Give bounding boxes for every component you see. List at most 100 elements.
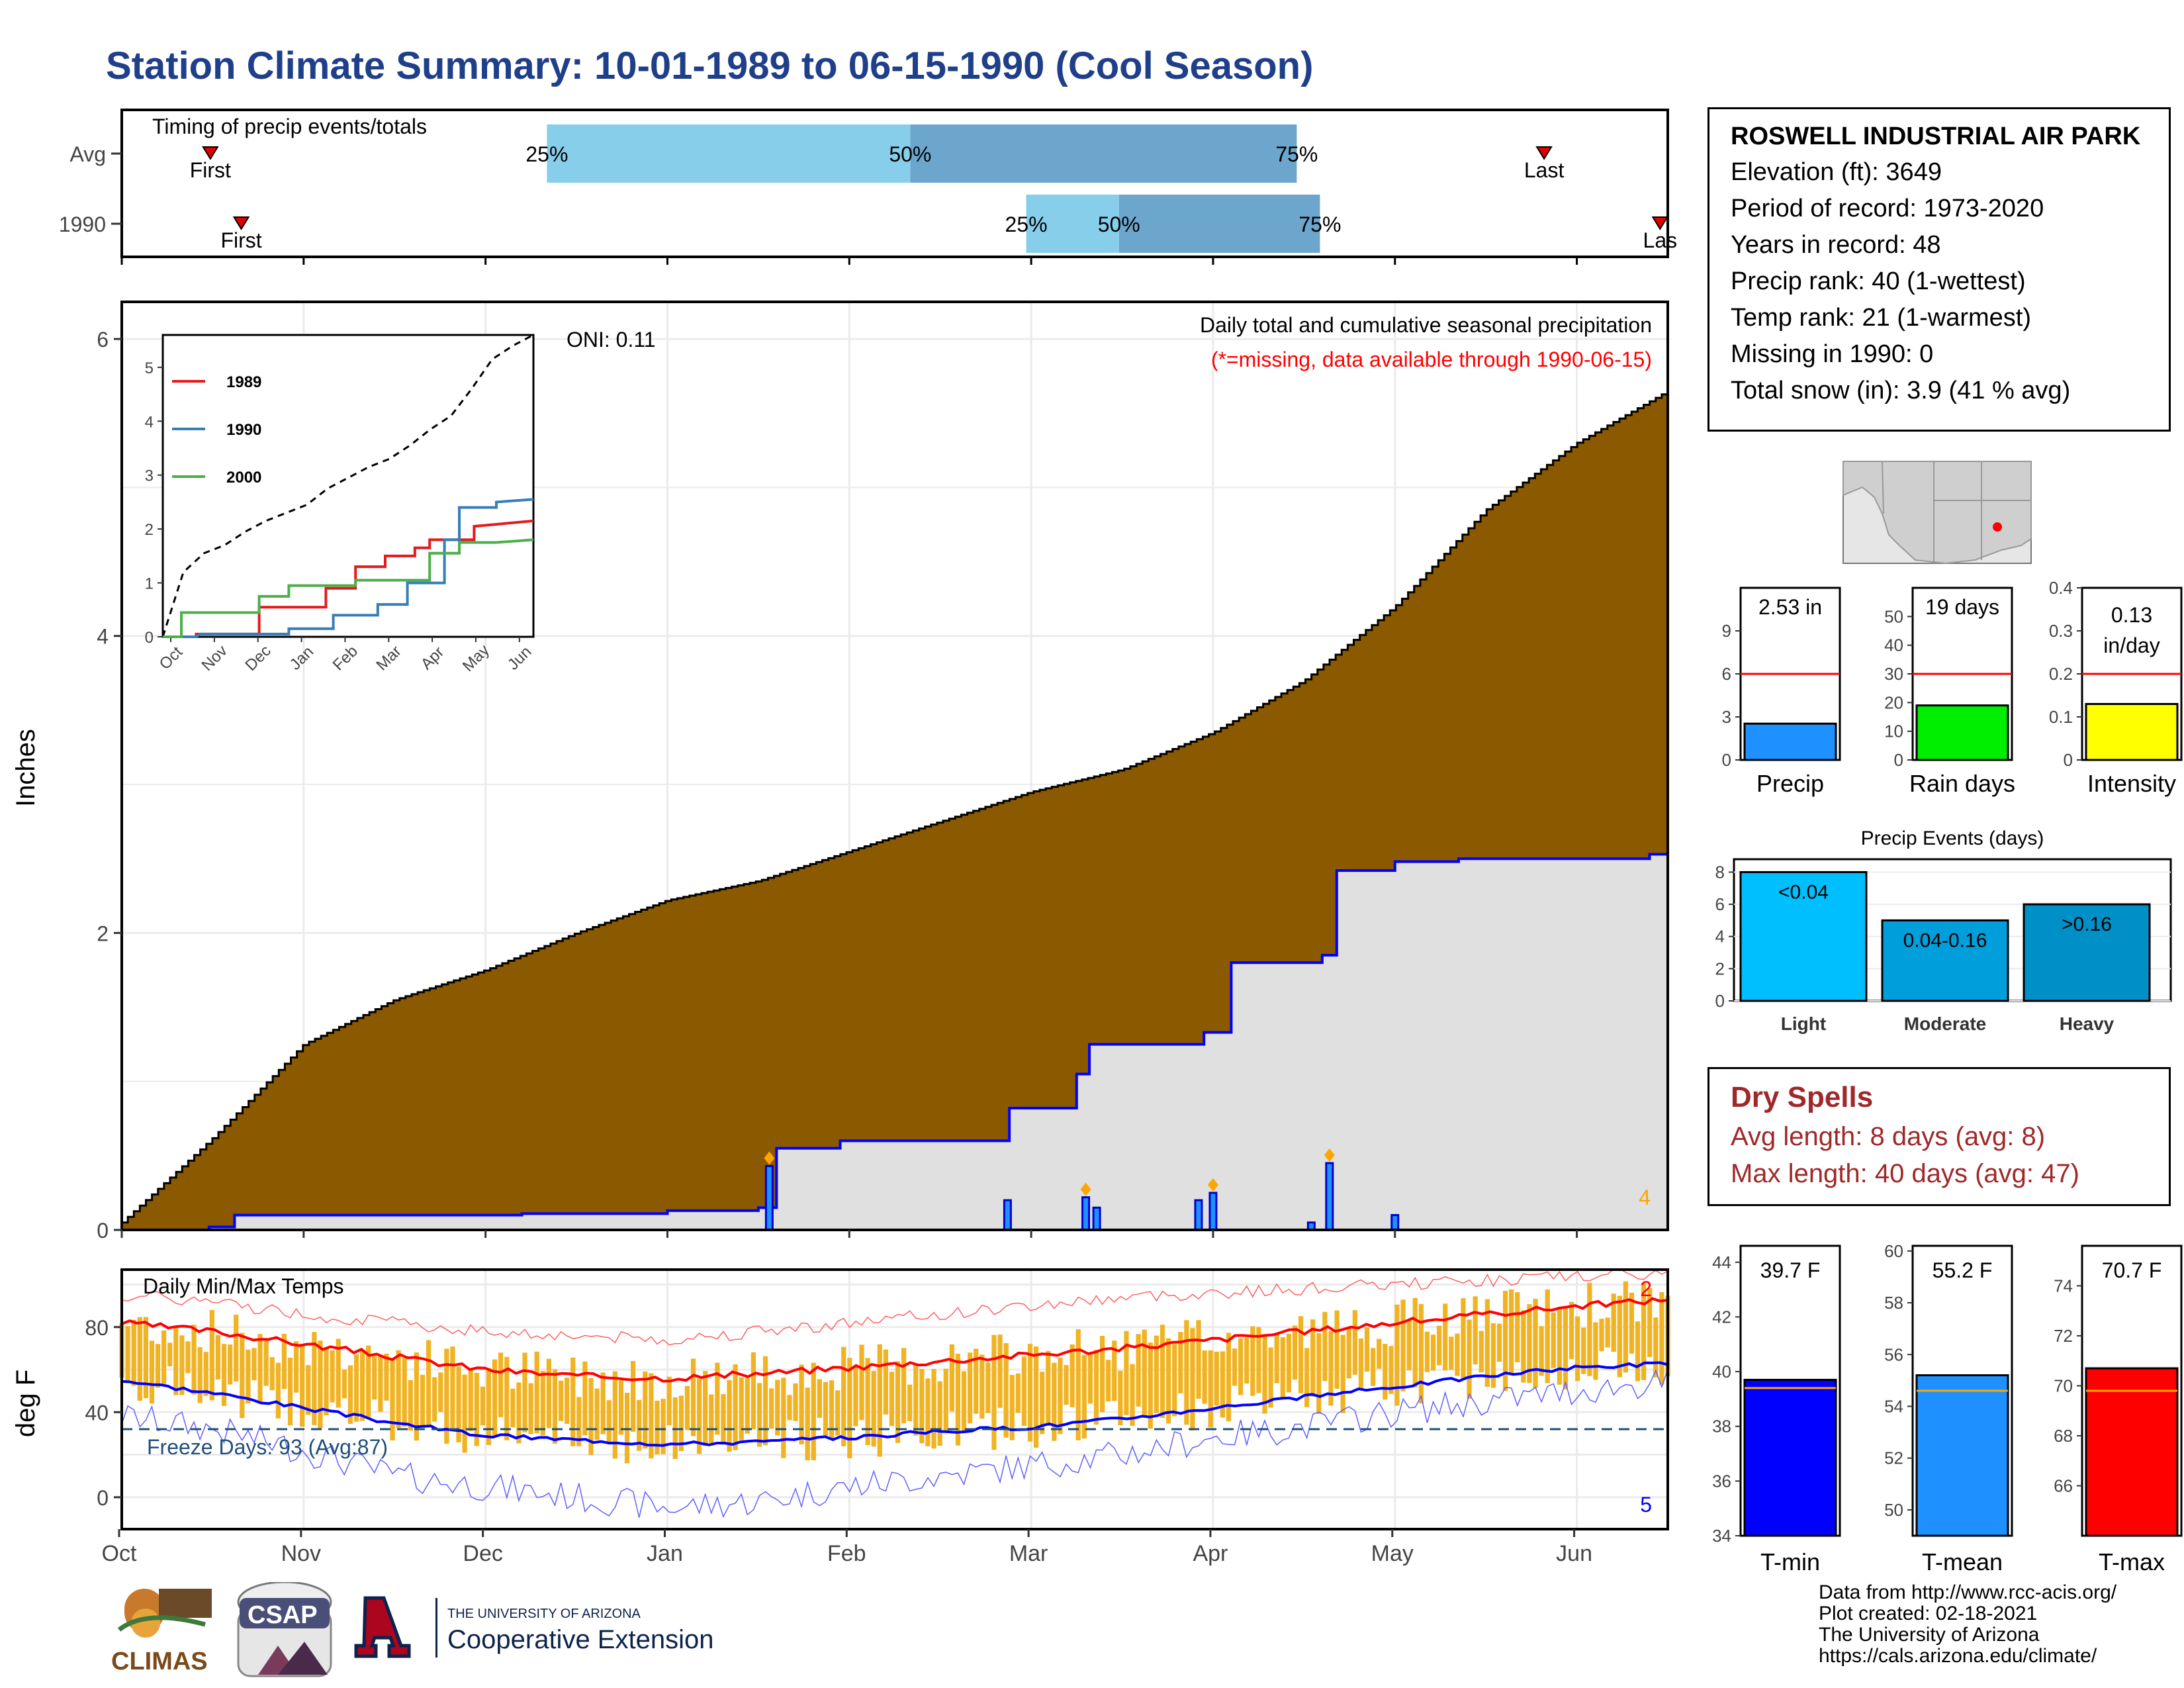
credits: Data from http://www.rcc-acis.org/ Plot … xyxy=(1819,1582,2116,1667)
daily-temp-bar xyxy=(709,1394,714,1444)
daily-temp-bar xyxy=(359,1350,365,1421)
daily-temp-bar xyxy=(1069,1344,1075,1407)
station-years: Years in record: 48 xyxy=(1731,231,1941,259)
daily-temp-bar xyxy=(1040,1372,1045,1434)
daily-temp-bar xyxy=(1310,1319,1316,1397)
daily-temp-bar xyxy=(275,1362,281,1419)
daily-temp-bar xyxy=(955,1353,961,1446)
daily-temp-bar xyxy=(889,1372,895,1427)
timing-p25-label: 25% xyxy=(1005,212,1048,236)
daily-temp-bar xyxy=(1599,1319,1604,1352)
events-bar-label: Moderate xyxy=(1904,1013,1986,1034)
timing-bar-upper xyxy=(910,124,1297,183)
daily-temp-bar xyxy=(504,1356,510,1440)
stat-bar-tick-label: 10 xyxy=(1884,722,1903,741)
daily-precip-bar xyxy=(1092,1206,1101,1231)
daily-temp-bar xyxy=(287,1358,293,1426)
daily-temp-bar xyxy=(1015,1373,1021,1413)
daily-temp-bar xyxy=(1328,1331,1334,1406)
precip-panel: 0 2 4 6 Inches Daily total and cumulative sea… xyxy=(11,301,1669,1243)
daily-temp-bar xyxy=(1430,1335,1436,1371)
daily-temp-bar xyxy=(191,1325,197,1395)
temp-y-tick-label: 0 xyxy=(97,1486,109,1510)
daily-temp-bar xyxy=(468,1369,473,1432)
daily-temp-bar xyxy=(1370,1348,1376,1386)
heavy-event-marker-icon xyxy=(1080,1182,1091,1196)
daily-temp-bar xyxy=(895,1361,901,1443)
daily-temp-bar xyxy=(474,1372,479,1446)
daily-temp-bar xyxy=(570,1357,576,1446)
daily-temp-bar xyxy=(336,1338,341,1408)
daily-precip-bar xyxy=(1081,1196,1091,1231)
daily-temp-bar xyxy=(781,1378,786,1458)
climas-text: CLIMAS xyxy=(111,1648,208,1675)
stat-bar-tick-label: 20 xyxy=(1884,692,1903,712)
freeze-days-label: Freeze Days: 93 (Avg:87) xyxy=(147,1435,388,1459)
daily-temp-bar xyxy=(1424,1331,1430,1372)
daily-temp-bar xyxy=(1046,1350,1051,1425)
season-cumulative-area xyxy=(122,854,1668,1230)
daily-temp-bar xyxy=(979,1354,985,1419)
daily-temp-bar xyxy=(1400,1299,1406,1391)
daily-temp-bar xyxy=(703,1371,708,1446)
temp-stat-tick-label: 34 xyxy=(1712,1526,1731,1546)
daily-temp-bar xyxy=(847,1358,852,1458)
timing-p75-label: 75% xyxy=(1298,212,1341,236)
stat-bar-value: 19 days xyxy=(1925,595,1999,619)
dry-spells-max: Max length: 40 days (avg: 47) xyxy=(1731,1159,2079,1188)
daily-temp-bar xyxy=(161,1330,167,1384)
daily-temp-bar xyxy=(1490,1323,1496,1388)
daily-temp-bar xyxy=(1611,1293,1616,1352)
daily-temp-bar xyxy=(901,1348,907,1424)
daily-temp-bar xyxy=(1021,1356,1027,1426)
daily-temp-bar xyxy=(655,1400,660,1455)
daily-temp-bar xyxy=(203,1352,208,1396)
daily-temp-bar xyxy=(1605,1317,1610,1348)
daily-temp-bar xyxy=(552,1369,558,1444)
daily-temp-bar xyxy=(576,1397,582,1446)
temp-y-axis-label: deg F xyxy=(11,1370,40,1437)
stat-bar-fill xyxy=(1743,722,1837,761)
daily-temp-bar xyxy=(293,1341,299,1393)
temp-stat-label: T-max xyxy=(2099,1548,2165,1575)
temp-stat-tick-label: 40 xyxy=(1712,1362,1731,1382)
inset-series-line xyxy=(163,498,534,638)
daily-temp-bar xyxy=(1443,1303,1448,1371)
daily-temp-bar xyxy=(1112,1340,1117,1401)
daily-precip-bar xyxy=(1390,1214,1400,1231)
daily-temp-bar xyxy=(600,1372,606,1434)
daily-temp-bar xyxy=(594,1388,600,1440)
daily-temp-bar xyxy=(696,1378,702,1454)
stat-bar-tick-label: 0.2 xyxy=(2049,664,2073,684)
daily-temp-bar xyxy=(762,1356,768,1446)
daily-temp-bar xyxy=(390,1359,395,1441)
logos-row: CLIMAS CSAP THE UNIVERSITY OF ARIZONA Co… xyxy=(111,1582,713,1677)
ua-logo: THE UNIVERSITY OF ARIZONA Cooperative Ex… xyxy=(354,1596,713,1658)
daily-temp-bar xyxy=(1527,1304,1532,1383)
daily-temp-bar xyxy=(1286,1333,1291,1393)
daily-temp-bar xyxy=(341,1369,347,1399)
timing-first-marker-icon xyxy=(202,146,219,160)
temp-x-tick-label: Dec xyxy=(463,1541,502,1566)
daily-temp-bar xyxy=(221,1344,227,1407)
daily-temp-bar xyxy=(558,1380,564,1421)
season-cumulative-line xyxy=(122,853,1668,1231)
daily-temp-bar xyxy=(1623,1281,1628,1373)
daily-temp-bar xyxy=(751,1352,756,1430)
daily-temp-bar xyxy=(269,1357,275,1391)
daily-temp-bar xyxy=(1136,1334,1141,1407)
daily-temp-bar xyxy=(1196,1320,1201,1399)
temp-stat-bars-panel: 34 36 38 40 42 44 39.7 F T-min 50 52 54 56 58 60 55.2 … xyxy=(1712,1241,2183,1575)
temp-x-tick-label: May xyxy=(1371,1541,1414,1566)
daily-temp-bar xyxy=(660,1399,666,1454)
daily-temp-bar xyxy=(823,1382,829,1436)
daily-temp-bar xyxy=(841,1346,846,1446)
stat-bar-tick-label: 0.4 xyxy=(2049,578,2073,598)
daily-temp-bar xyxy=(1256,1327,1261,1393)
heavy-event-marker-icon xyxy=(1207,1178,1218,1192)
daily-temp-bar xyxy=(949,1344,954,1412)
daily-temp-bar xyxy=(149,1340,155,1404)
station-missing: Missing in 1990: 0 xyxy=(1731,340,1934,368)
daily-temp-bar xyxy=(1274,1333,1279,1383)
daily-temp-bar xyxy=(1208,1350,1213,1428)
